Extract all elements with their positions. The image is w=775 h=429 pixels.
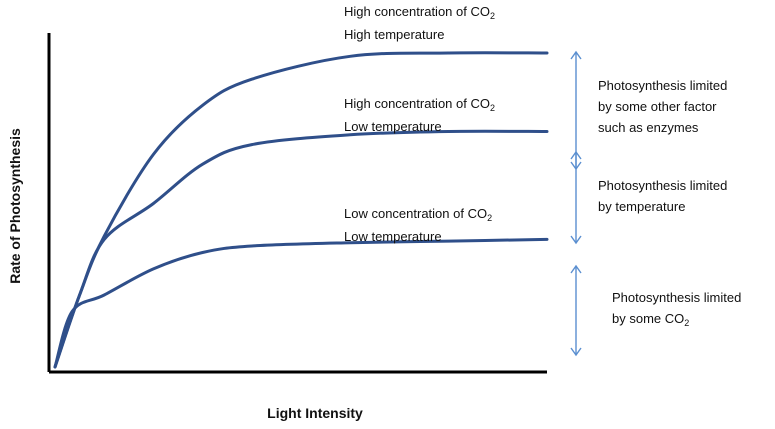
series-label-1-line-2: High temperature [344,27,444,42]
series-label-3: Low concentration of CO2 Low temperature [344,206,496,244]
arrows-group [570,50,582,357]
annotation-co2-subscript: 2 [684,318,689,328]
annotation-co2-line-2: by some CO [612,311,684,326]
y-axis-title: Rate of Photosynthesis [7,128,23,284]
double-arrow-3 [570,264,582,357]
annotation-co2: Photosynthesis limited by some CO2 [612,290,745,328]
annotation-temperature: Photosynthesis limited by temperature [598,178,731,214]
series-label-2-line-2: Low temperature [344,119,442,134]
series-label-2: High concentration of CO2 Low temperatur… [344,96,499,134]
annotation-co2-line-1: Photosynthesis limited [612,290,741,305]
series-label-3-line-2: Low temperature [344,229,442,244]
series-label-1: High concentration of CO2 High temperatu… [344,4,499,42]
series-label-1-subscript: 2 [490,11,495,21]
annotation-enzymes-line-1: Photosynthesis limited [598,78,727,93]
series-label-2-subscript: 2 [490,103,495,113]
series-label-3-subscript: 2 [487,213,492,223]
annotation-enzymes-line-3: such as enzymes [598,120,699,135]
series-line-2 [53,129,549,369]
annotation-temperature-line-2: by temperature [598,199,685,214]
series-label-1-line-1: High concentration of CO [344,4,490,19]
series-label-2-line-1: High concentration of CO [344,96,490,111]
annotation-temperature-line-1: Photosynthesis limited [598,178,727,193]
curves-group [53,51,549,369]
annotation-enzymes: Photosynthesis limited by some other fac… [598,78,731,135]
series-line-3 [53,237,549,369]
series-label-3-line-1: Low concentration of CO [344,206,487,221]
x-axis-title: Light Intensity [267,405,363,421]
annotation-enzymes-line-2: by some other factor [598,99,717,114]
double-arrow-2 [570,150,582,245]
